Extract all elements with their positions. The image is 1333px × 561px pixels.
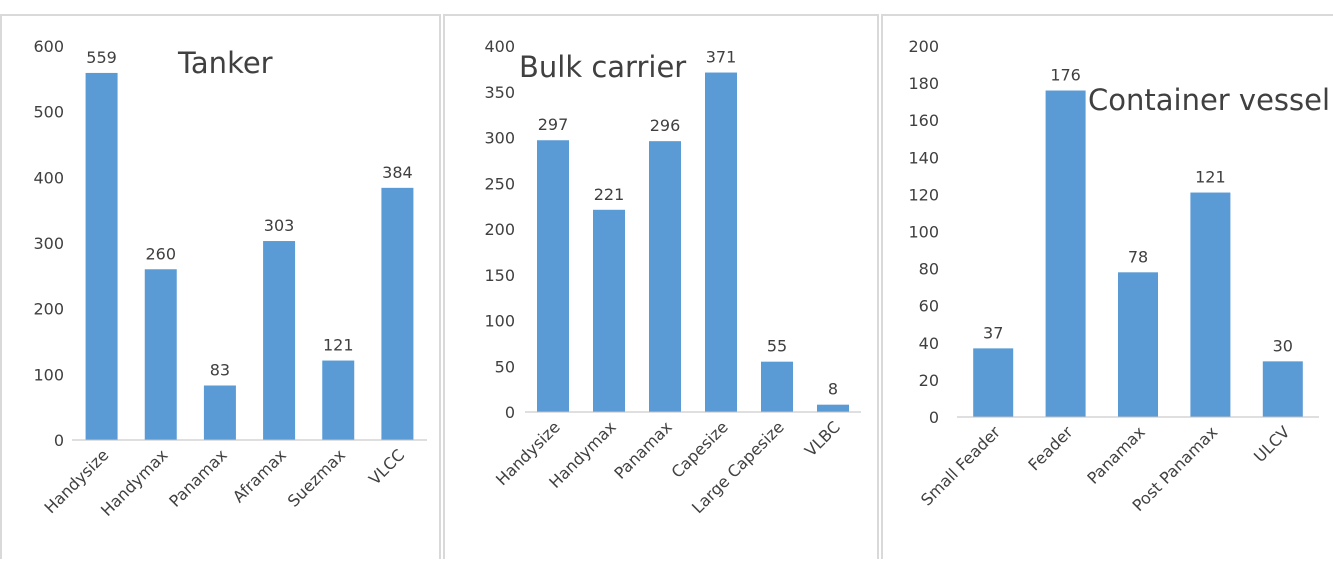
data-label: 221 bbox=[594, 185, 625, 204]
data-label: 303 bbox=[264, 216, 295, 235]
chart-title: Container vessel bbox=[1088, 83, 1330, 117]
y-tick-label: 600 bbox=[33, 37, 64, 56]
chart-title: Tanker bbox=[177, 46, 273, 80]
data-label: 384 bbox=[382, 163, 413, 182]
chart-panel-bulk-carrier: Bulk carrier 0 50 100 150 200 250 300 350 400 297 H… bbox=[443, 14, 879, 559]
bar bbox=[537, 140, 569, 412]
x-category-label: VLCC bbox=[365, 445, 408, 488]
x-category-label: Panamax bbox=[165, 445, 230, 510]
data-label: 121 bbox=[1195, 168, 1226, 187]
y-tick-label: 100 bbox=[484, 312, 515, 331]
x-category-label: Panamax bbox=[610, 417, 675, 482]
data-label: 37 bbox=[983, 323, 1003, 342]
x-category-label: Feader bbox=[1024, 422, 1076, 474]
y-tick-label: 300 bbox=[484, 129, 515, 148]
data-label: 260 bbox=[145, 244, 176, 263]
data-label: 83 bbox=[210, 360, 230, 379]
data-label: 559 bbox=[86, 48, 117, 67]
y-tick-label: 200 bbox=[33, 300, 64, 319]
y-tick-label: 180 bbox=[908, 74, 939, 93]
data-label: 55 bbox=[767, 337, 787, 356]
y-tick-label: 120 bbox=[908, 185, 939, 204]
y-tick-label: 0 bbox=[54, 431, 64, 450]
y-tick-label: 20 bbox=[919, 371, 939, 390]
x-category-label: Panamax bbox=[1083, 422, 1148, 487]
x-category-label: Small Feader bbox=[917, 422, 1004, 509]
bar bbox=[381, 187, 414, 440]
bar bbox=[1190, 192, 1231, 417]
y-tick-label: 200 bbox=[908, 37, 939, 56]
y-tick-label: 80 bbox=[919, 260, 939, 279]
bar bbox=[144, 269, 177, 440]
bar bbox=[705, 72, 737, 412]
x-category-label: VLBC bbox=[801, 417, 844, 460]
tanker-chart: Tanker0100200300400500600559Handysize260… bbox=[33, 37, 427, 520]
y-tick-label: 50 bbox=[495, 357, 515, 376]
y-tick-label: 160 bbox=[908, 111, 939, 130]
bar bbox=[761, 361, 793, 412]
y-tick-label: 500 bbox=[33, 103, 64, 122]
chart-title: Bulk carrier bbox=[519, 50, 686, 84]
data-label: 176 bbox=[1050, 66, 1081, 85]
y-tick-label: 350 bbox=[484, 83, 515, 102]
bar bbox=[817, 404, 849, 412]
y-tick-label: 60 bbox=[919, 297, 939, 316]
data-label: 8 bbox=[828, 380, 838, 399]
bar bbox=[203, 385, 236, 440]
y-tick-label: 100 bbox=[908, 223, 939, 242]
data-label: 371 bbox=[706, 48, 737, 67]
bulk-carrier-chart: Bulk carrier050100150200250300350400297H… bbox=[484, 37, 861, 517]
y-tick-label: 400 bbox=[33, 168, 64, 187]
bar bbox=[593, 209, 625, 412]
y-tick-label: 40 bbox=[919, 334, 939, 353]
bar bbox=[1118, 272, 1158, 417]
data-label: 121 bbox=[323, 336, 354, 355]
y-tick-label: 100 bbox=[33, 365, 64, 384]
data-label: 296 bbox=[650, 116, 681, 135]
bar bbox=[1262, 361, 1303, 417]
bar bbox=[973, 348, 1014, 417]
data-label: 30 bbox=[1273, 336, 1293, 355]
data-label: 297 bbox=[538, 115, 569, 134]
y-tick-label: 250 bbox=[484, 174, 515, 193]
y-tick-label: 140 bbox=[908, 148, 939, 167]
x-category-label: ULCV bbox=[1250, 422, 1294, 466]
y-tick-label: 150 bbox=[484, 266, 515, 285]
y-tick-label: 0 bbox=[929, 408, 939, 427]
chart-panel-tanker: Tanker 0 100 200 300 400 500 600 559 Handysize 260… bbox=[0, 14, 441, 559]
bar bbox=[1045, 90, 1086, 418]
data-label: 78 bbox=[1128, 247, 1148, 266]
bar bbox=[649, 141, 681, 412]
y-tick-label: 200 bbox=[484, 220, 515, 239]
container-vessel-chart: Container vessel 0 20 40 60 80 100 120 140 160 180… bbox=[908, 37, 1330, 515]
chart-panel-container-vessel: Container vessel 0 20 40 60 80 100 120 140 160 180… bbox=[881, 14, 1333, 559]
y-tick-label: 0 bbox=[505, 403, 515, 422]
y-tick-label: 400 bbox=[484, 37, 515, 56]
x-category-label: Suezmax bbox=[284, 445, 349, 510]
bar bbox=[85, 72, 118, 440]
bar bbox=[263, 241, 296, 440]
x-category-label: Aframax bbox=[229, 445, 290, 506]
bar bbox=[322, 360, 355, 440]
y-tick-label: 300 bbox=[33, 234, 64, 253]
